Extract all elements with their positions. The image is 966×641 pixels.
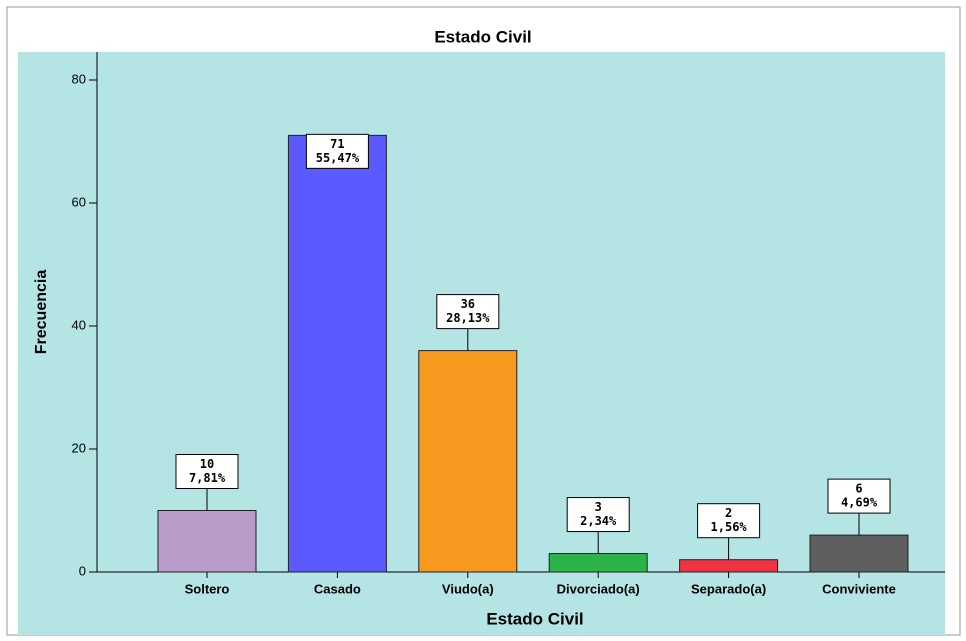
percent-label: 55,47%	[316, 151, 360, 165]
label-box	[697, 503, 761, 539]
bar	[548, 553, 648, 573]
chart-title: Estado Civil	[434, 27, 531, 46]
value-label: 3	[595, 500, 602, 514]
bar	[418, 350, 518, 573]
label-box	[566, 497, 630, 533]
y-tick-label: 60	[72, 194, 86, 209]
label-box	[175, 454, 239, 489]
bar	[287, 134, 387, 573]
percent-label: 4,69%	[841, 496, 878, 510]
bar	[679, 559, 779, 573]
y-tick-label: 40	[72, 317, 86, 332]
x-tick-label: Divorciado(a)	[557, 581, 640, 596]
x-tick-label: Casado	[314, 581, 361, 596]
x-tick-label: Separado(a)	[691, 581, 766, 596]
y-tick-label: 20	[72, 440, 86, 455]
x-tick-label: Viudo(a)	[442, 581, 494, 596]
label-box	[436, 294, 500, 330]
value-label: 36	[461, 297, 475, 311]
value-label: 6	[855, 482, 862, 496]
percent-label: 2,34%	[580, 514, 617, 528]
percent-label: 28,13%	[446, 311, 490, 325]
percent-label: 1,56%	[711, 520, 748, 534]
percent-label: 7,81%	[189, 471, 226, 485]
x-tick-label: Conviviente	[822, 581, 896, 596]
x-tick-label: Soltero	[185, 581, 230, 596]
y-tick-label: 0	[79, 563, 86, 578]
label-box	[827, 478, 891, 514]
value-label: 71	[330, 137, 344, 151]
value-label: 2	[725, 506, 732, 520]
bar	[157, 510, 257, 573]
label-box	[305, 133, 369, 169]
value-label: 10	[200, 457, 214, 471]
y-axis-label: Frecuencia	[33, 270, 50, 355]
bar	[809, 534, 909, 573]
x-axis-label: Estado Civil	[486, 609, 583, 628]
y-tick-label: 80	[72, 71, 86, 86]
